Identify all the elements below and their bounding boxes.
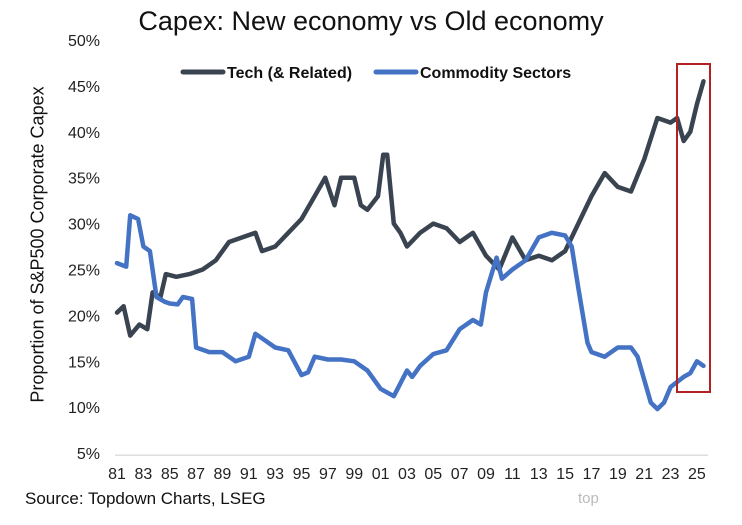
x-tick-label: 13 [530, 466, 548, 483]
y-tick-label: 20% [68, 308, 100, 325]
y-tick-label: 50% [68, 33, 100, 50]
y-tick-label: 45% [68, 79, 100, 96]
x-tick-label: 91 [240, 466, 258, 483]
x-tick-label: 19 [609, 466, 627, 483]
y-tick-label: 25% [68, 263, 100, 280]
x-tick-label: 15 [556, 466, 574, 483]
watermark: top [578, 490, 599, 507]
x-tick-label: 89 [214, 466, 232, 483]
x-tick-label: 07 [451, 466, 469, 483]
source-note: Source: Topdown Charts, LSEG [25, 489, 266, 508]
x-tick-label: 03 [398, 466, 416, 483]
x-tick-label: 95 [293, 466, 311, 483]
x-tick-label: 11 [504, 466, 521, 483]
legend-label: Tech (& Related) [227, 65, 352, 82]
x-tick-label: 87 [187, 466, 205, 483]
x-tick-label: 97 [319, 466, 337, 483]
y-tick-label: 30% [68, 217, 100, 234]
x-tick-label: 17 [583, 466, 601, 483]
x-tick-label: 81 [108, 466, 126, 483]
y-tick-label: 40% [68, 125, 100, 142]
chart-title: Capex: New economy vs Old economy [138, 6, 604, 36]
highlight-box [676, 63, 711, 393]
x-tick-label: 23 [662, 466, 680, 483]
y-tick-label: 15% [68, 354, 100, 371]
series-line-commodity [114, 213, 706, 412]
y-tick-label: 10% [68, 400, 100, 417]
x-tick-label: 05 [424, 466, 442, 483]
x-tick-label: 01 [372, 466, 390, 483]
x-tick-label: 25 [688, 466, 706, 483]
y-tick-label: 35% [68, 171, 100, 188]
series-line-tech [114, 79, 706, 338]
x-tick-label: 21 [635, 466, 653, 483]
legend-label: Commodity Sectors [420, 65, 571, 82]
x-tick-label: 85 [161, 466, 179, 483]
x-tick-label: 83 [134, 466, 152, 483]
x-tick-label: 93 [266, 466, 284, 483]
x-tick-label: 99 [345, 466, 363, 483]
x-tick-label: 09 [477, 466, 495, 483]
y-tick-label: 5% [77, 446, 100, 463]
